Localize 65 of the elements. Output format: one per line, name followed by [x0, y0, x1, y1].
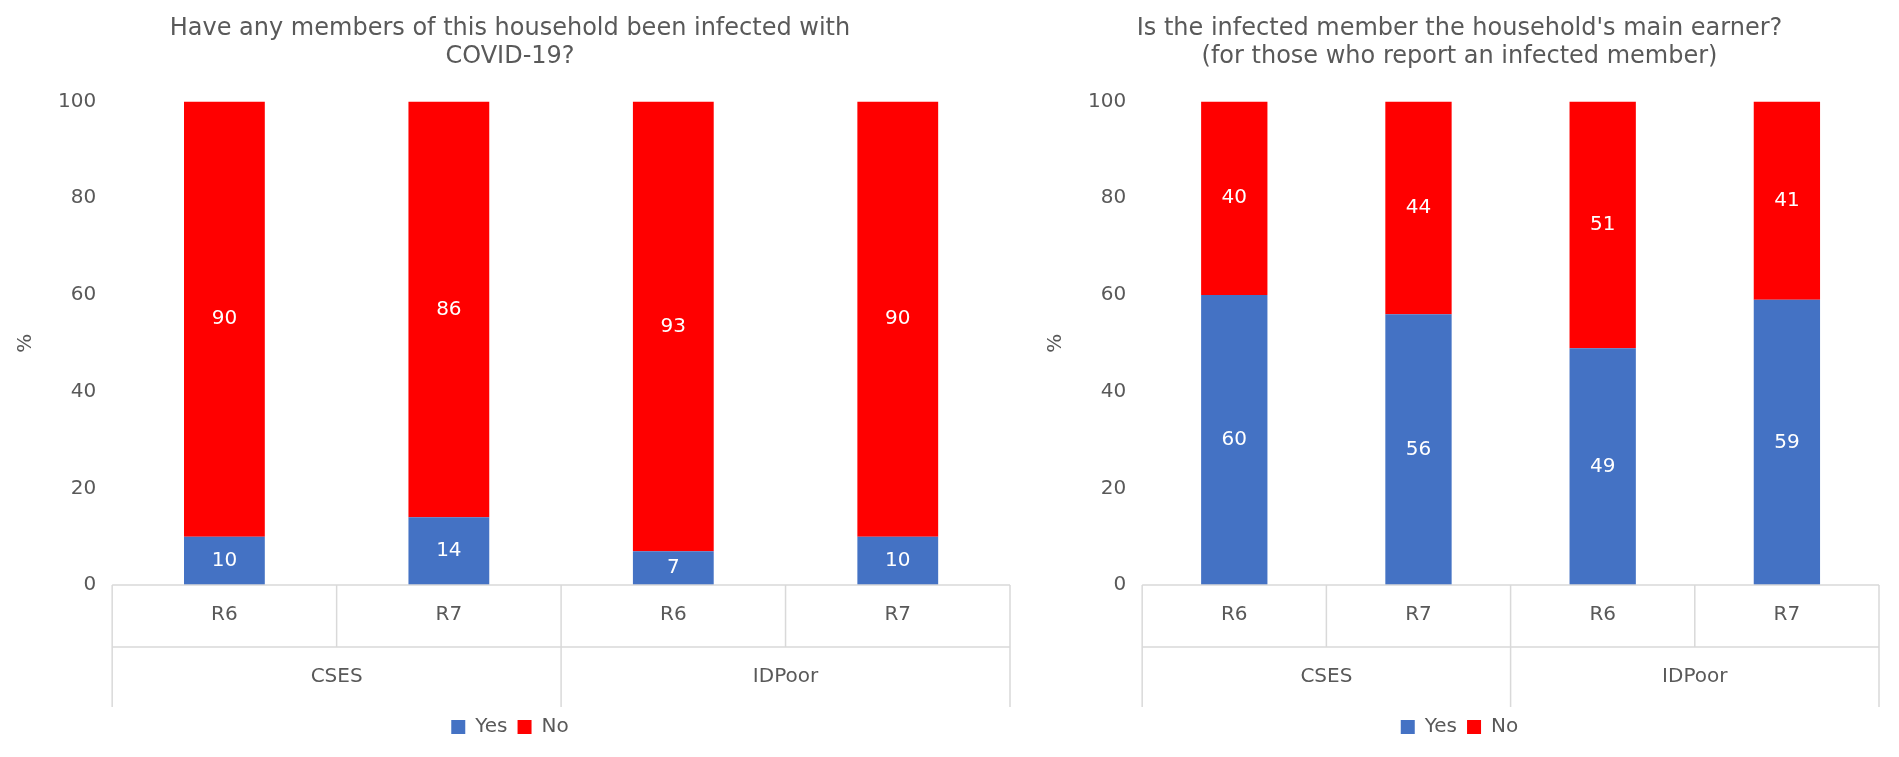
bar [1569, 348, 1636, 585]
data-label: 90 [211, 305, 238, 330]
data-label: 93 [660, 312, 687, 337]
bar [408, 517, 490, 585]
legend-label: Yes [1423, 713, 1458, 738]
chart-title: Is the infected member the household's main earner? [1136, 12, 1783, 41]
bar [857, 536, 939, 585]
legend-label: No [541, 713, 569, 738]
y-tick-label: 20 [1100, 474, 1127, 499]
bar [408, 101, 490, 518]
data-label: 10 [211, 547, 238, 572]
bar [1385, 314, 1452, 585]
x-tick-label: R7 [1405, 601, 1432, 626]
bar [1753, 101, 1821, 300]
data-label: 51 [1589, 211, 1616, 236]
bar [1753, 299, 1821, 585]
x-tick-label: R6 [1589, 601, 1616, 626]
y-tick-label: 60 [70, 281, 97, 306]
x-tick-label: R7 [884, 601, 912, 626]
y-tick-label: 40 [70, 377, 97, 402]
data-label: 41 [1774, 186, 1800, 211]
bar [184, 536, 265, 585]
bar [1569, 101, 1636, 349]
data-label: 40 [1221, 184, 1247, 209]
data-label: 44 [1405, 194, 1432, 219]
bar [632, 551, 714, 585]
bar [857, 101, 939, 537]
x-tick-label: R6 [1220, 601, 1248, 626]
legend-label: Yes [474, 713, 508, 738]
x-tick-label: R6 [660, 601, 687, 626]
x-tick-label: R7 [435, 601, 463, 626]
data-label: 7 [666, 554, 680, 579]
y-axis-title: % [1042, 333, 1067, 353]
data-label: 60 [1221, 426, 1247, 451]
y-tick-label: 40 [1100, 377, 1127, 402]
y-tick-label: 80 [70, 184, 97, 209]
text: CSES [310, 663, 363, 688]
bar [184, 101, 265, 537]
text: IDPoor [1662, 663, 1729, 688]
y-tick-label: 100 [57, 87, 97, 112]
y-tick-label: 0 [1113, 571, 1127, 596]
y-tick-label: 100 [1087, 87, 1127, 112]
y-tick-label: 20 [70, 474, 97, 499]
x-tick-label: R6 [211, 601, 238, 626]
bar [1385, 101, 1452, 315]
chart-subtitle: (for those who report an infected member) [1201, 41, 1718, 70]
chart-title: Have any members of this household been infected with COVID-19? [169, 12, 851, 70]
data-label: 90 [885, 305, 911, 330]
y-tick-label: 80 [1100, 184, 1127, 209]
data-label: 59 [1774, 428, 1800, 453]
data-label: 86 [436, 295, 462, 320]
y-axis-title: % [12, 333, 37, 353]
bar [1201, 101, 1268, 295]
data-label: 56 [1405, 435, 1432, 460]
data-label: 49 [1589, 452, 1616, 477]
data-label: 10 [885, 547, 911, 572]
bar [632, 101, 714, 552]
text: CSES [1300, 663, 1353, 688]
bar [1201, 294, 1268, 585]
y-tick-label: 0 [83, 571, 97, 596]
legend-label: No [1491, 713, 1519, 738]
text: IDPoor [752, 663, 819, 688]
x-tick-label: R7 [1773, 601, 1801, 626]
data-label: 14 [436, 537, 462, 562]
y-tick-label: 60 [1100, 281, 1127, 306]
